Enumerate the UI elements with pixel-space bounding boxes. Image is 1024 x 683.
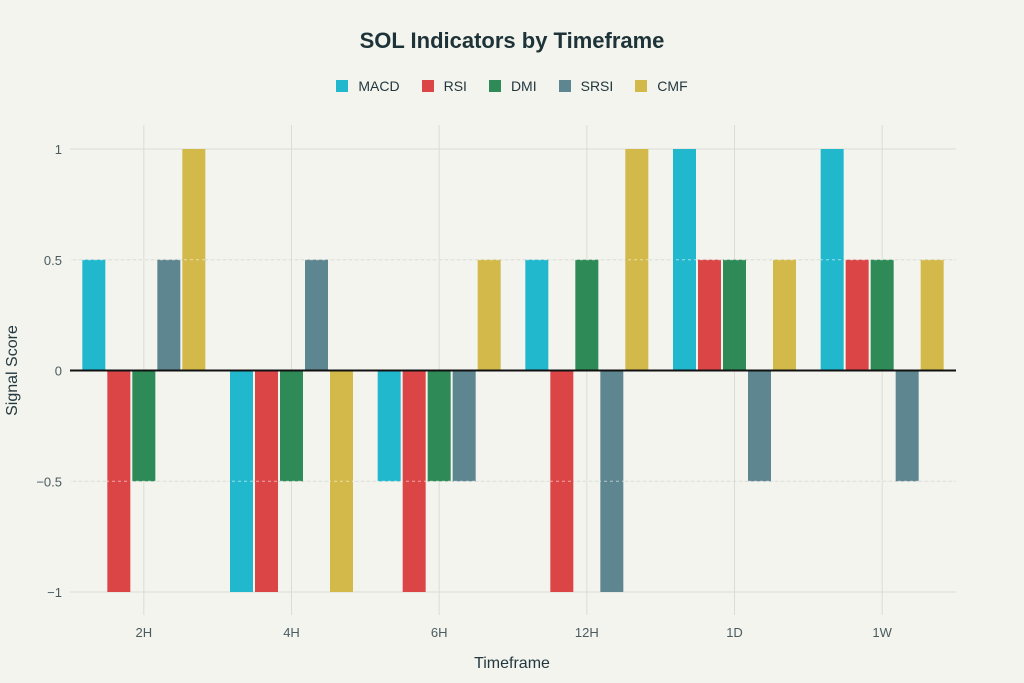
legend-item-srsi[interactable]: SRSI xyxy=(558,78,614,94)
y-tick-label: −0.5 xyxy=(36,474,62,489)
legend-swatch-rsi xyxy=(421,80,434,92)
bar-macd-12h[interactable] xyxy=(525,259,549,371)
bar-rsi-1w[interactable] xyxy=(845,259,869,371)
y-axis-title: Signal Score xyxy=(4,325,21,416)
bar-layer xyxy=(70,149,956,592)
x-axis-title: Timeframe xyxy=(474,655,550,672)
legend-label-rsi: RSI xyxy=(443,78,467,94)
bar-cmf-2h[interactable] xyxy=(182,149,206,371)
bar-srsi-6h[interactable] xyxy=(452,370,476,482)
bar-srsi-4h[interactable] xyxy=(305,259,328,371)
y-tick-label: 0 xyxy=(55,364,62,379)
legend-item-rsi[interactable]: RSI xyxy=(421,78,467,94)
bar-dmi-12h[interactable] xyxy=(575,259,599,371)
legend-swatch-cmf xyxy=(635,80,648,92)
x-tick-label: 12H xyxy=(575,625,599,640)
x-tick-label: 1W xyxy=(872,625,892,640)
axis-layer: 1 0.5 0 −0.5 −1 2H 4H 6H 12H 1D 1W xyxy=(36,142,956,640)
legend-label-dmi: DMI xyxy=(510,78,537,94)
chart-title: SOL Indicators by Timeframe xyxy=(359,28,665,53)
legend-label-macd: MACD xyxy=(358,78,400,94)
bar-macd-4h[interactable] xyxy=(230,370,253,593)
bar-rsi-12h[interactable] xyxy=(550,370,574,593)
legend-label-cmf: CMF xyxy=(657,78,688,94)
y-tick-label: 0.5 xyxy=(44,253,62,268)
x-tick-label: 6H xyxy=(431,625,448,640)
bar-dmi-6h[interactable] xyxy=(427,370,451,482)
bar-cmf-1d[interactable] xyxy=(773,259,796,371)
y-tick-label: 1 xyxy=(55,142,62,157)
bar-macd-2h[interactable] xyxy=(82,259,106,371)
bar-srsi-1d[interactable] xyxy=(748,370,771,482)
bar-rsi-4h[interactable] xyxy=(255,370,278,593)
bar-dmi-1d[interactable] xyxy=(723,259,746,371)
bar-macd-6h[interactable] xyxy=(377,370,401,482)
bar-dmi-2h[interactable] xyxy=(132,370,156,482)
legend-swatch-srsi xyxy=(558,80,571,92)
bar-srsi-1w[interactable] xyxy=(895,370,919,482)
bar-rsi-1d[interactable] xyxy=(698,259,721,371)
legend: MACD RSI DMI SRSI CMF xyxy=(0,78,1024,94)
bar-cmf-6h[interactable] xyxy=(477,259,501,371)
legend-label-srsi: SRSI xyxy=(580,78,614,94)
x-tick-label: 1D xyxy=(726,625,743,640)
legend-swatch-macd xyxy=(336,80,349,92)
bar-dmi-4h[interactable] xyxy=(280,370,303,482)
bar-dmi-1w[interactable] xyxy=(870,259,894,371)
bar-cmf-1w[interactable] xyxy=(920,259,944,371)
y-tick-label: −1 xyxy=(47,585,62,600)
x-tick-label: 2H xyxy=(136,625,153,640)
legend-swatch-dmi xyxy=(488,80,501,92)
bar-srsi-2h[interactable] xyxy=(157,259,181,371)
legend-item-macd[interactable]: MACD xyxy=(336,78,400,94)
x-tick-label: 4H xyxy=(283,625,300,640)
legend-item-dmi[interactable]: DMI xyxy=(488,78,537,94)
legend-item-cmf[interactable]: CMF xyxy=(635,78,688,94)
